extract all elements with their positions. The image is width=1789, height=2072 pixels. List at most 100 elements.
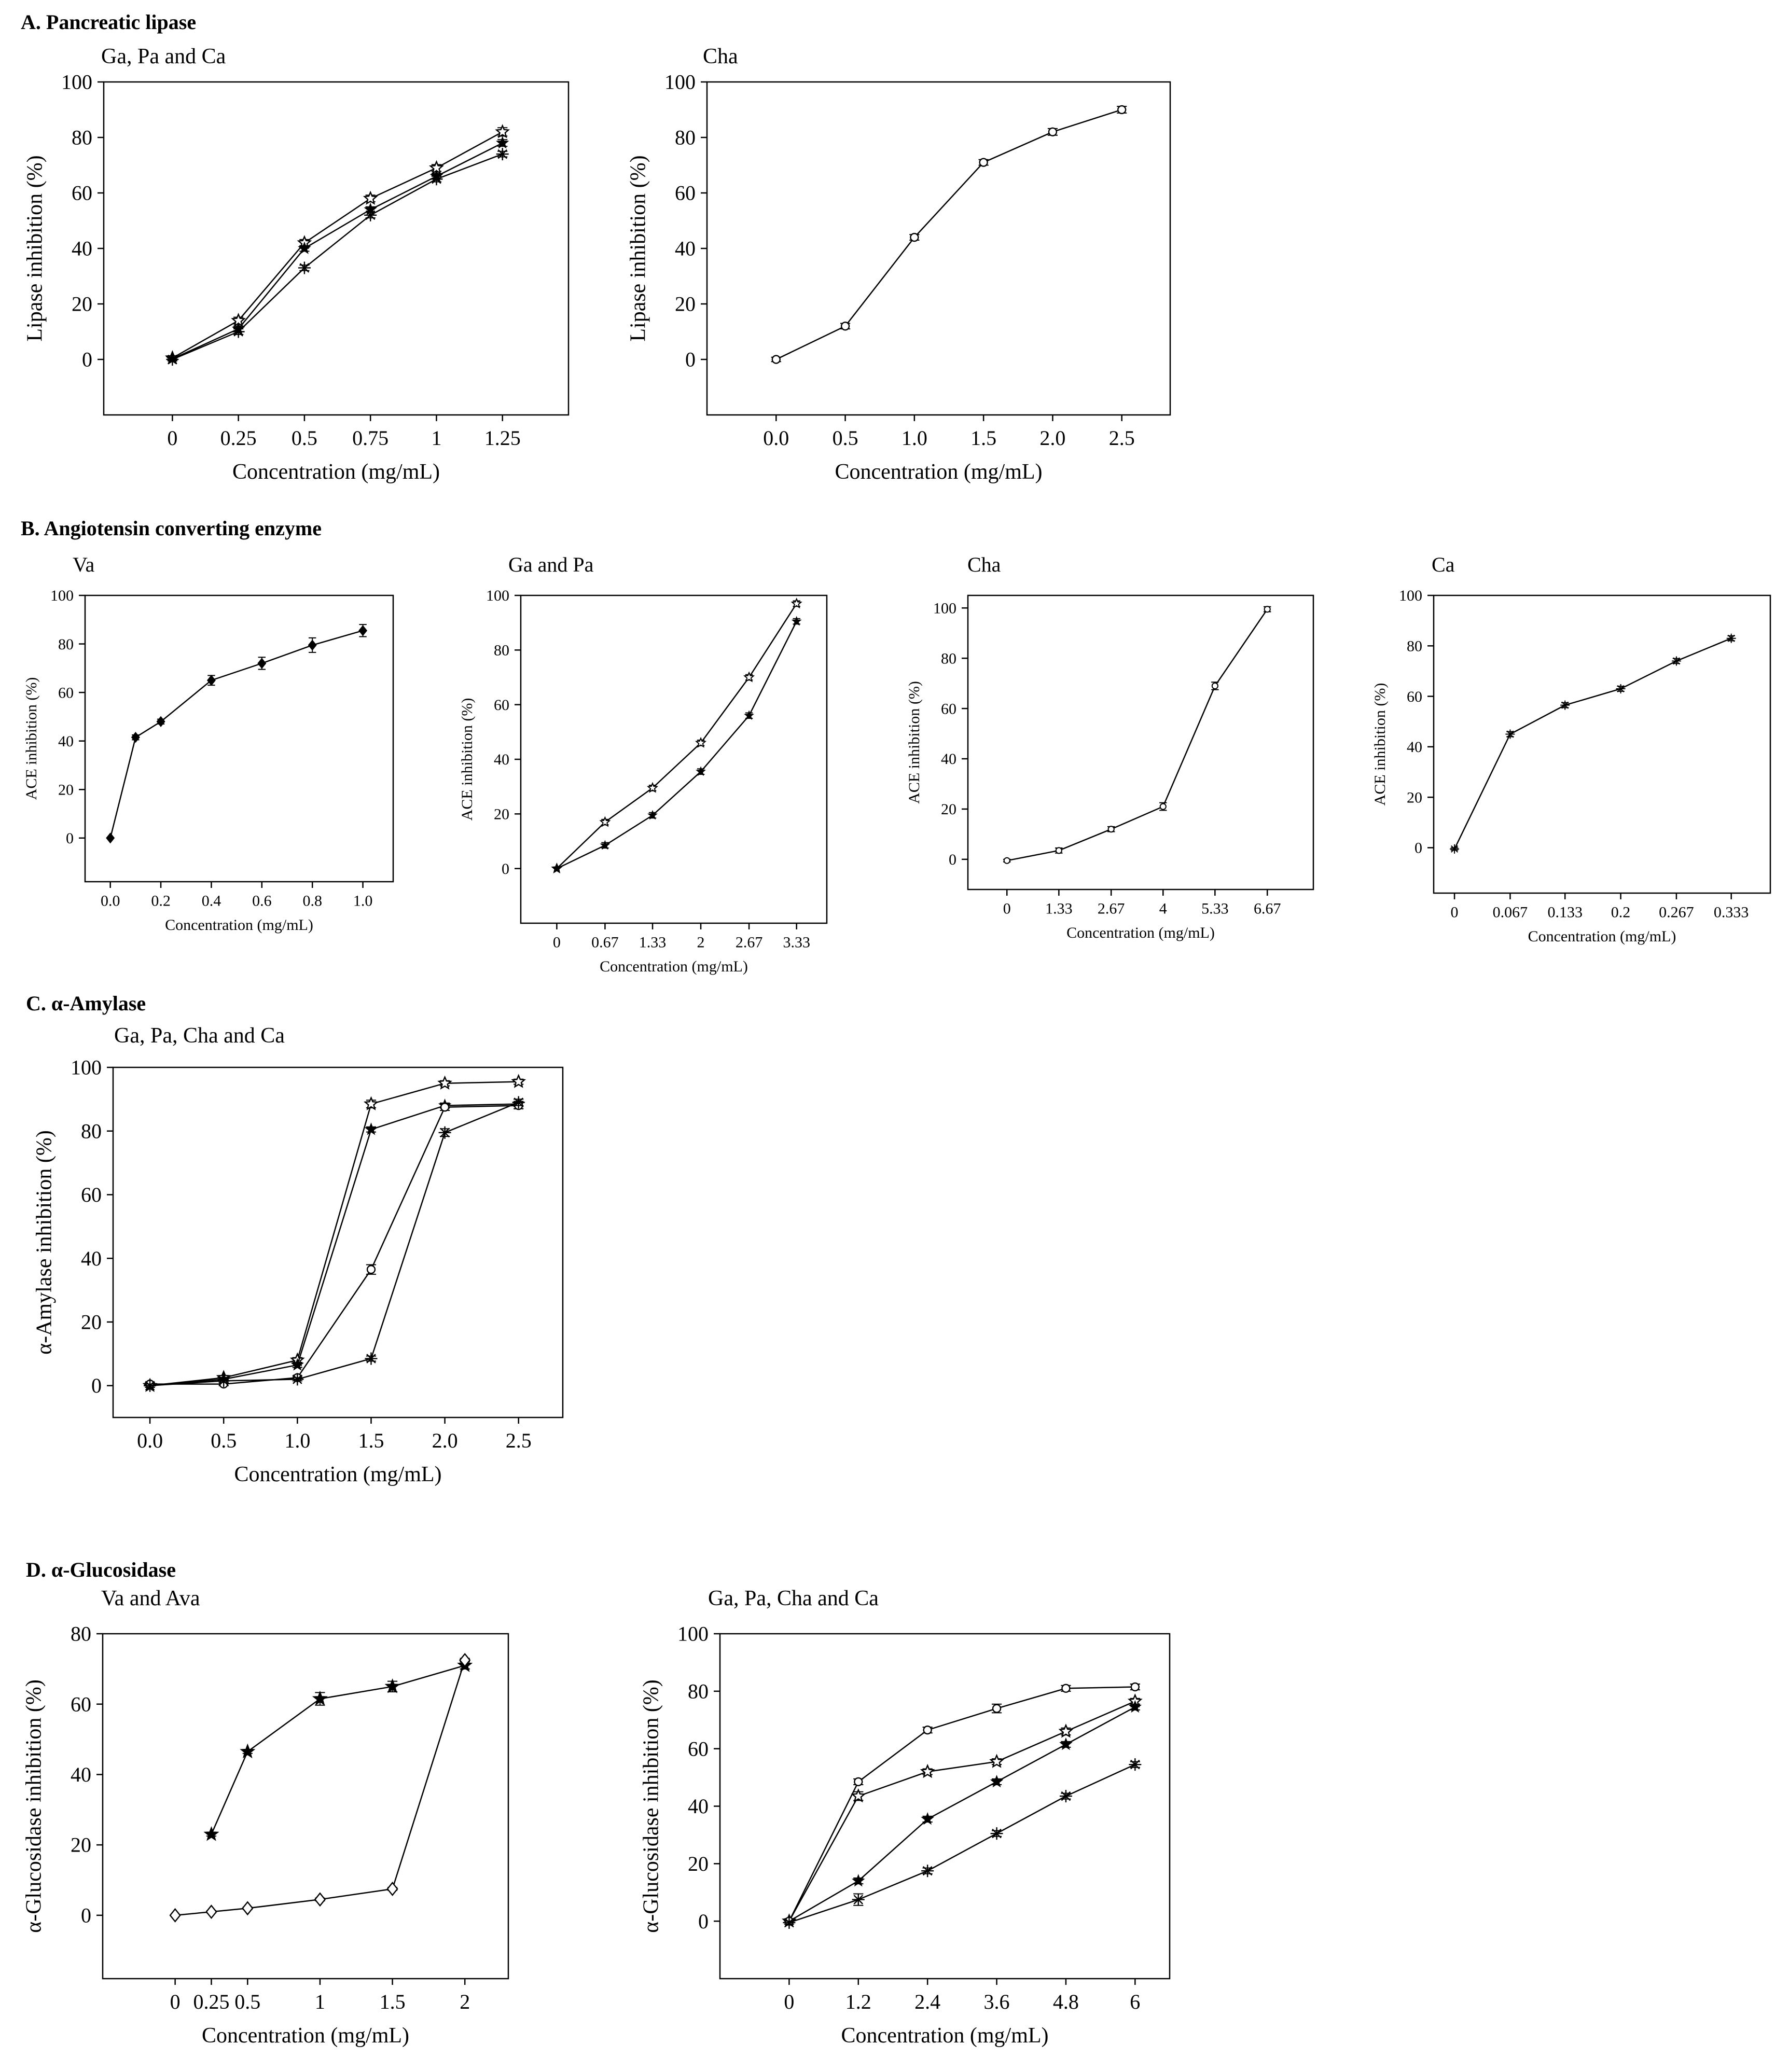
- x-tick-label: 0: [167, 426, 177, 450]
- section-title-b: B. Angiotensin converting enzyme: [21, 517, 322, 540]
- data-point: [1107, 826, 1115, 833]
- y-axis-label: α-Glucosidase inhibition (%): [639, 1679, 663, 1933]
- y-tick-label: 80: [941, 650, 956, 667]
- x-tick-label: 0.0: [101, 893, 120, 910]
- y-axis-label: α-Amylase inhibition (%): [32, 1130, 56, 1355]
- data-point: [166, 353, 179, 366]
- data-point: [298, 241, 311, 254]
- data-point: [440, 1103, 450, 1112]
- series-pa: [143, 1097, 525, 1392]
- data-point: [695, 736, 707, 748]
- y-tick-label: 100: [664, 71, 696, 94]
- data-point: [791, 616, 802, 626]
- data-point: [1055, 847, 1062, 854]
- y-axis-label: ACE inhibition (%): [459, 698, 476, 821]
- series-ga: [551, 597, 802, 874]
- x-tick-label: 1.33: [1045, 900, 1073, 917]
- y-tick-label: 40: [688, 1795, 709, 1818]
- data-point: [1211, 682, 1218, 690]
- data-point: [1616, 684, 1626, 693]
- x-tick-label: 1: [431, 426, 441, 450]
- series-line: [789, 1763, 1135, 1924]
- data-point: [921, 1865, 934, 1878]
- y-tick-label: 40: [81, 1247, 102, 1270]
- series-ca: [166, 148, 509, 366]
- series-line: [1453, 637, 1732, 850]
- x-tick-label: 1.33: [639, 934, 667, 951]
- data-point: [232, 325, 245, 338]
- x-tick-label: 1.5: [970, 426, 996, 450]
- x-tick-label: 2.67: [1098, 900, 1125, 917]
- series-pa: [782, 1700, 1142, 1927]
- plot-frame: [84, 594, 394, 883]
- plot-frame: [1433, 594, 1771, 894]
- y-tick-label: 100: [71, 1056, 102, 1079]
- x-tick-label: 2: [697, 934, 705, 951]
- chart-title: Va and Ava: [101, 1587, 200, 1610]
- x-tick-label: 0.67: [591, 934, 619, 951]
- data-point: [106, 832, 115, 844]
- x-tick-label: 2.0: [432, 1429, 458, 1452]
- plot-frame: [706, 81, 1171, 416]
- x-tick-label: 1: [315, 1990, 325, 2013]
- x-tick-label: 6: [1130, 1990, 1140, 2013]
- y-tick-label: 0: [91, 1374, 102, 1397]
- x-tick-label: 0: [170, 1990, 181, 2013]
- data-point: [298, 261, 311, 274]
- data-point: [647, 810, 658, 820]
- y-tick-label: 100: [933, 600, 956, 617]
- x-tick-label: 1.0: [353, 893, 373, 910]
- data-point: [1003, 857, 1010, 864]
- data-point: [989, 1754, 1004, 1768]
- x-tick-label: 0.5: [234, 1990, 260, 2013]
- y-tick-label: 80: [58, 636, 74, 653]
- y-tick-label: 40: [941, 750, 956, 768]
- plot-frame: [967, 594, 1314, 891]
- y-tick-label: 80: [81, 1119, 102, 1143]
- x-tick-label: 0.0: [137, 1429, 163, 1452]
- y-tick-label: 20: [941, 801, 956, 818]
- series-line: [109, 630, 363, 839]
- data-point: [430, 173, 443, 186]
- data-point: [206, 675, 216, 686]
- y-tick-label: 20: [58, 781, 74, 798]
- data-point: [992, 1704, 1002, 1713]
- data-point: [257, 658, 267, 669]
- x-tick-label: 2.67: [736, 934, 763, 951]
- x-axis-label: Concentration (mg/mL): [1528, 928, 1676, 945]
- data-point: [364, 1096, 379, 1110]
- data-point: [512, 1096, 525, 1109]
- y-tick-label: 100: [50, 587, 74, 604]
- x-tick-label: 6.67: [1254, 900, 1281, 917]
- data-point: [1450, 844, 1460, 854]
- data-point: [358, 625, 368, 636]
- series-line: [556, 621, 797, 869]
- data-point: [312, 1690, 328, 1706]
- y-tick-label: 60: [675, 182, 696, 205]
- ace-ga-pa-chart: Ga and Pa 0 20 40 60 80 100 0 0.67 1.33 2 2.67 3.33 C…: [459, 553, 828, 975]
- chart-title: Va: [73, 553, 94, 576]
- data-point: [308, 639, 317, 651]
- y-tick-label: 20: [688, 1852, 709, 1875]
- y-tick-label: 60: [941, 700, 956, 717]
- data-point: [1059, 1790, 1072, 1803]
- x-tick-label: 1.0: [902, 426, 927, 450]
- plot-frame: [719, 1633, 1171, 1980]
- data-point: [920, 1763, 935, 1778]
- y-tick-label: 20: [494, 806, 509, 823]
- ace-va-chart: Va 0 20 40 60 80 100 0.0 0.2 0.4 0.6 0.8 1.0 Concentr…: [23, 553, 394, 934]
- data-point: [851, 1788, 866, 1803]
- x-tick-label: 0.25: [220, 426, 257, 450]
- x-tick-label: 3.6: [984, 1990, 1010, 2013]
- x-tick-label: 1.25: [484, 426, 521, 450]
- x-tick-label: 0.25: [193, 1990, 229, 2013]
- y-tick-label: 100: [1399, 587, 1422, 604]
- y-tick-label: 80: [72, 126, 92, 149]
- data-point: [854, 1777, 863, 1787]
- data-point: [1117, 105, 1127, 115]
- plot-frame: [102, 1633, 509, 1980]
- y-tick-label: 60: [58, 684, 74, 701]
- data-point: [1159, 803, 1167, 810]
- y-tick-label: 60: [494, 697, 509, 714]
- series-va: [203, 1657, 473, 1841]
